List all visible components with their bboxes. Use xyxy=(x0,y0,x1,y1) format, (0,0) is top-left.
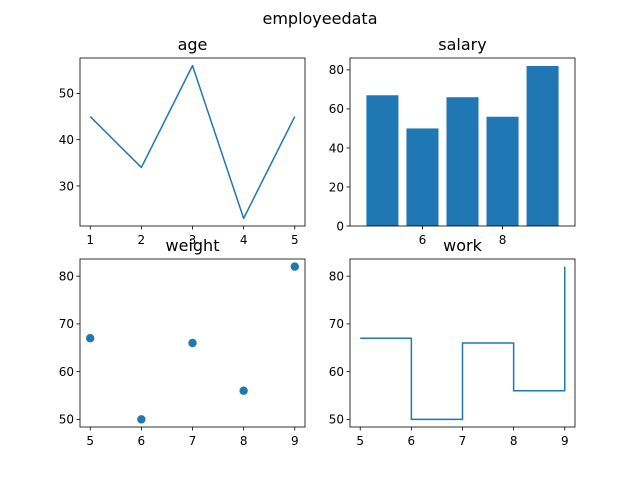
x-tick-label: 6 xyxy=(138,434,146,448)
y-tick-label: 40 xyxy=(329,141,344,155)
subplot-title: work xyxy=(443,236,482,255)
x-tick-label: 7 xyxy=(459,434,467,448)
x-tick-label: 8 xyxy=(499,233,507,247)
scatter-point-2 xyxy=(137,415,146,424)
y-tick-label: 20 xyxy=(329,180,344,194)
subplot-title: salary xyxy=(438,35,486,54)
y-tick-label: 80 xyxy=(329,269,344,283)
y-tick-label: 40 xyxy=(59,133,74,147)
y-tick-label: 80 xyxy=(59,269,74,283)
x-tick-label: 9 xyxy=(291,434,299,448)
x-tick-label: 5 xyxy=(291,233,299,247)
x-tick-label: 8 xyxy=(510,434,518,448)
bar-3 xyxy=(446,97,479,226)
x-tick-label: 6 xyxy=(408,434,416,448)
x-tick-label: 1 xyxy=(86,233,94,247)
x-tick-label: 5 xyxy=(356,434,364,448)
axes-frame xyxy=(349,57,576,227)
x-tick-label: 8 xyxy=(240,434,248,448)
x-tick-label: 4 xyxy=(240,233,248,247)
y-tick-label: 50 xyxy=(59,87,74,101)
bar-1 xyxy=(366,95,399,226)
subplot-age: 1 2 3 4 5 30 40 50 age xyxy=(59,35,306,247)
y-tick-label: 50 xyxy=(59,413,74,427)
y-tick-label: 50 xyxy=(329,413,344,427)
y-tick-label: 30 xyxy=(59,179,74,193)
y-tick-label: 60 xyxy=(59,365,74,379)
y-tick-label: 60 xyxy=(329,365,344,379)
subplot-title: weight xyxy=(166,236,220,255)
subplot-title: age xyxy=(178,35,208,54)
x-tick-label: 7 xyxy=(189,434,197,448)
y-tick-label: 70 xyxy=(329,317,344,331)
x-tick-label: 3 xyxy=(189,233,197,247)
x-tick-label: 2 xyxy=(138,233,146,247)
bar-4 xyxy=(486,116,519,226)
subplot-work: 5 6 7 8 9 50 60 70 80 work xyxy=(329,236,576,448)
scatter-point-4 xyxy=(239,386,248,395)
series-line xyxy=(89,64,296,220)
x-tick-label: 9 xyxy=(561,434,569,448)
x-tick-label: 6 xyxy=(419,233,427,247)
bar-2 xyxy=(406,128,439,226)
y-tick-label: 0 xyxy=(336,219,344,233)
y-tick-label: 80 xyxy=(329,63,344,77)
y-tick-label: 60 xyxy=(329,102,344,116)
series-line xyxy=(360,266,566,421)
y-tick-label: 70 xyxy=(59,317,74,331)
x-tick-label: 5 xyxy=(86,434,94,448)
bar-5 xyxy=(526,66,559,226)
figure-suptitle: employeedata xyxy=(262,9,377,28)
scatter-point-3 xyxy=(188,338,197,348)
subplot-weight: 5 6 7 8 9 50 60 70 80 weight xyxy=(59,236,306,448)
scatter-point-5 xyxy=(290,262,299,271)
scatter-point-1 xyxy=(86,334,95,343)
